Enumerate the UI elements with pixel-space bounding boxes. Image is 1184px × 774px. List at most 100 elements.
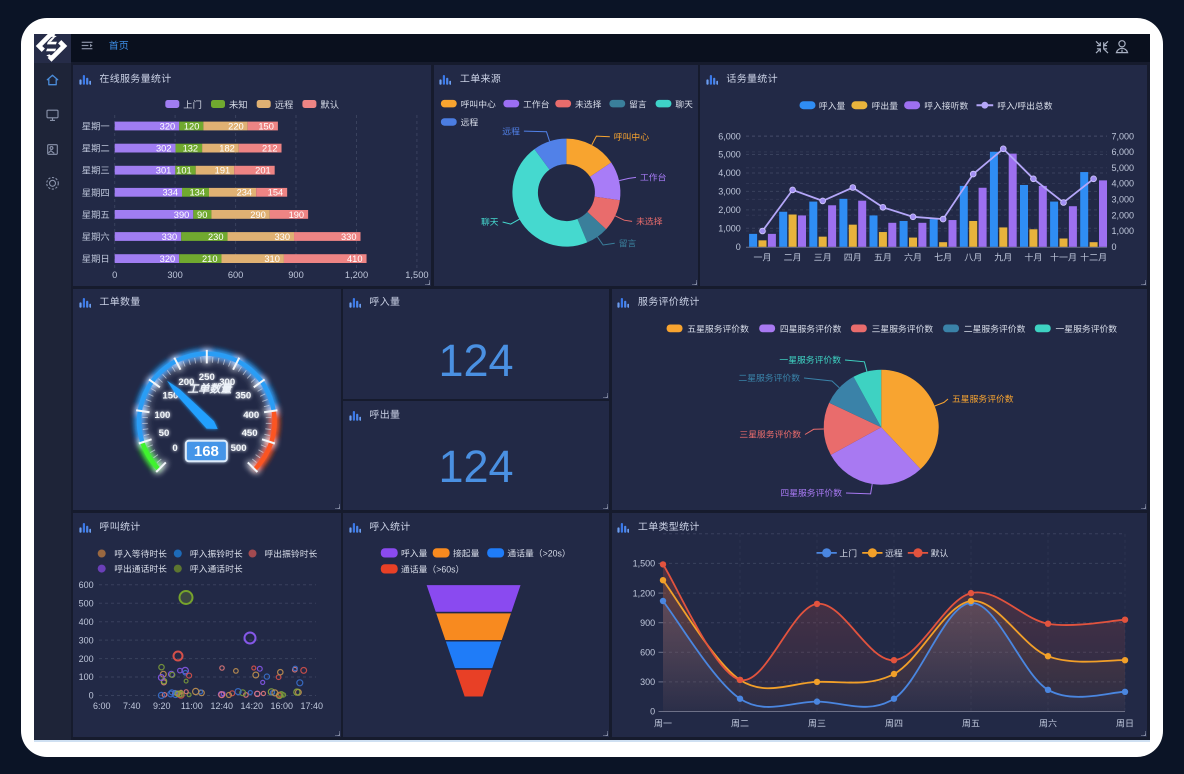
svg-text:周二: 周二 bbox=[730, 719, 748, 729]
svg-text:工作台: 工作台 bbox=[523, 99, 550, 109]
svg-text:0: 0 bbox=[650, 707, 655, 717]
svg-text:900: 900 bbox=[288, 270, 304, 280]
svg-text:120: 120 bbox=[184, 121, 200, 131]
svg-text:未知: 未知 bbox=[229, 100, 248, 110]
svg-text:500: 500 bbox=[231, 442, 247, 453]
svg-text:五星服务评价数: 五星服务评价数 bbox=[952, 394, 1014, 404]
svg-text:250: 250 bbox=[199, 372, 215, 383]
svg-text:410: 410 bbox=[347, 254, 363, 264]
svg-text:900: 900 bbox=[640, 618, 655, 628]
svg-text:呼入量: 呼入量 bbox=[819, 101, 846, 111]
svg-text:三星服务评价数: 三星服务评价数 bbox=[871, 324, 933, 334]
svg-text:八月: 八月 bbox=[964, 253, 982, 263]
svg-text:未选择: 未选择 bbox=[575, 99, 602, 109]
svg-text:334: 334 bbox=[162, 188, 178, 198]
svg-text:周六: 周六 bbox=[1038, 719, 1056, 729]
svg-text:呼出量: 呼出量 bbox=[872, 101, 899, 111]
svg-text:191: 191 bbox=[215, 166, 231, 176]
svg-text:四星服务评价数: 四星服务评价数 bbox=[780, 488, 842, 498]
svg-text:350: 350 bbox=[235, 390, 251, 401]
svg-text:600: 600 bbox=[640, 648, 655, 658]
svg-text:上门: 上门 bbox=[839, 548, 857, 558]
svg-text:二星服务评价数: 二星服务评价数 bbox=[738, 373, 800, 383]
svg-text:星期四: 星期四 bbox=[82, 188, 110, 198]
svg-text:0: 0 bbox=[1112, 242, 1117, 252]
svg-text:12:40: 12:40 bbox=[211, 701, 234, 711]
svg-text:2,000: 2,000 bbox=[718, 205, 741, 215]
svg-text:通话量（>20s）: 通话量（>20s） bbox=[507, 548, 570, 558]
svg-text:90: 90 bbox=[197, 210, 207, 220]
svg-text:134: 134 bbox=[189, 188, 205, 198]
svg-text:聊天: 聊天 bbox=[675, 99, 693, 109]
svg-text:十二月: 十二月 bbox=[1080, 253, 1107, 263]
svg-text:默认: 默认 bbox=[930, 548, 948, 558]
svg-text:330: 330 bbox=[162, 232, 178, 242]
svg-text:234: 234 bbox=[237, 188, 253, 198]
svg-text:2,000: 2,000 bbox=[1112, 210, 1135, 220]
svg-text:300: 300 bbox=[640, 677, 655, 687]
svg-text:接起量: 接起量 bbox=[453, 548, 480, 558]
svg-text:1,500: 1,500 bbox=[405, 270, 428, 280]
svg-text:50: 50 bbox=[159, 427, 170, 438]
svg-text:远程: 远程 bbox=[275, 100, 294, 110]
svg-text:星期六: 星期六 bbox=[82, 232, 110, 242]
svg-text:212: 212 bbox=[262, 144, 278, 154]
svg-text:320: 320 bbox=[160, 121, 176, 131]
svg-text:290: 290 bbox=[250, 210, 266, 220]
svg-text:三星服务评价数: 三星服务评价数 bbox=[739, 429, 801, 439]
svg-text:周一: 周一 bbox=[653, 719, 671, 729]
svg-text:16:00: 16:00 bbox=[271, 701, 294, 711]
svg-text:450: 450 bbox=[242, 427, 258, 438]
svg-text:3,000: 3,000 bbox=[718, 187, 741, 197]
svg-text:600: 600 bbox=[79, 580, 94, 590]
svg-text:四星服务评价数: 四星服务评价数 bbox=[779, 324, 841, 334]
svg-text:154: 154 bbox=[268, 188, 284, 198]
svg-text:星期五: 星期五 bbox=[82, 210, 110, 220]
svg-text:301: 301 bbox=[156, 166, 172, 176]
svg-text:190: 190 bbox=[289, 210, 305, 220]
svg-text:呼出振铃时长: 呼出振铃时长 bbox=[265, 549, 318, 559]
svg-text:302: 302 bbox=[156, 144, 172, 154]
svg-text:通话量（>60s）: 通话量（>60s） bbox=[401, 564, 464, 574]
svg-text:9:20: 9:20 bbox=[153, 701, 171, 711]
svg-text:周五: 周五 bbox=[961, 719, 979, 729]
svg-text:168: 168 bbox=[194, 443, 219, 460]
svg-text:五星服务评价数: 五星服务评价数 bbox=[687, 324, 749, 334]
svg-text:远程: 远程 bbox=[502, 126, 520, 136]
svg-text:首页: 首页 bbox=[109, 40, 129, 52]
svg-text:呼入量: 呼入量 bbox=[401, 548, 428, 558]
svg-text:6:00: 6:00 bbox=[93, 701, 111, 711]
svg-text:11:00: 11:00 bbox=[181, 701, 203, 711]
svg-text:300: 300 bbox=[219, 376, 235, 387]
svg-text:210: 210 bbox=[202, 254, 218, 264]
svg-text:九月: 九月 bbox=[994, 253, 1012, 263]
svg-text:3,000: 3,000 bbox=[1112, 195, 1135, 205]
svg-text:二月: 二月 bbox=[784, 253, 802, 263]
svg-text:0: 0 bbox=[736, 242, 741, 252]
svg-text:工作台: 工作台 bbox=[640, 173, 667, 183]
svg-text:远程: 远程 bbox=[885, 548, 903, 558]
svg-text:上门: 上门 bbox=[183, 100, 202, 110]
svg-text:100: 100 bbox=[154, 410, 170, 421]
svg-text:六月: 六月 bbox=[904, 253, 922, 263]
svg-text:未选择: 未选择 bbox=[636, 217, 663, 227]
svg-text:周三: 周三 bbox=[807, 719, 825, 729]
svg-text:200: 200 bbox=[79, 654, 94, 664]
svg-text:310: 310 bbox=[264, 254, 280, 264]
svg-text:十一月: 十一月 bbox=[1050, 253, 1077, 263]
svg-text:1,200: 1,200 bbox=[345, 270, 368, 280]
svg-text:一星服务评价数: 一星服务评价数 bbox=[1055, 324, 1117, 334]
svg-text:三月: 三月 bbox=[814, 253, 832, 263]
svg-text:1,000: 1,000 bbox=[718, 224, 741, 234]
svg-text:150: 150 bbox=[258, 121, 274, 131]
svg-text:周四: 周四 bbox=[884, 719, 902, 729]
svg-text:330: 330 bbox=[274, 232, 290, 242]
svg-text:一星服务评价数: 一星服务评价数 bbox=[779, 355, 841, 365]
svg-text:220: 220 bbox=[228, 121, 244, 131]
svg-text:101: 101 bbox=[176, 166, 192, 176]
svg-text:呼入接听数: 呼入接听数 bbox=[924, 101, 968, 111]
svg-text:6,000: 6,000 bbox=[1112, 147, 1135, 157]
svg-text:500: 500 bbox=[79, 598, 94, 608]
svg-text:5,000: 5,000 bbox=[718, 150, 741, 160]
svg-text:100: 100 bbox=[79, 672, 94, 682]
